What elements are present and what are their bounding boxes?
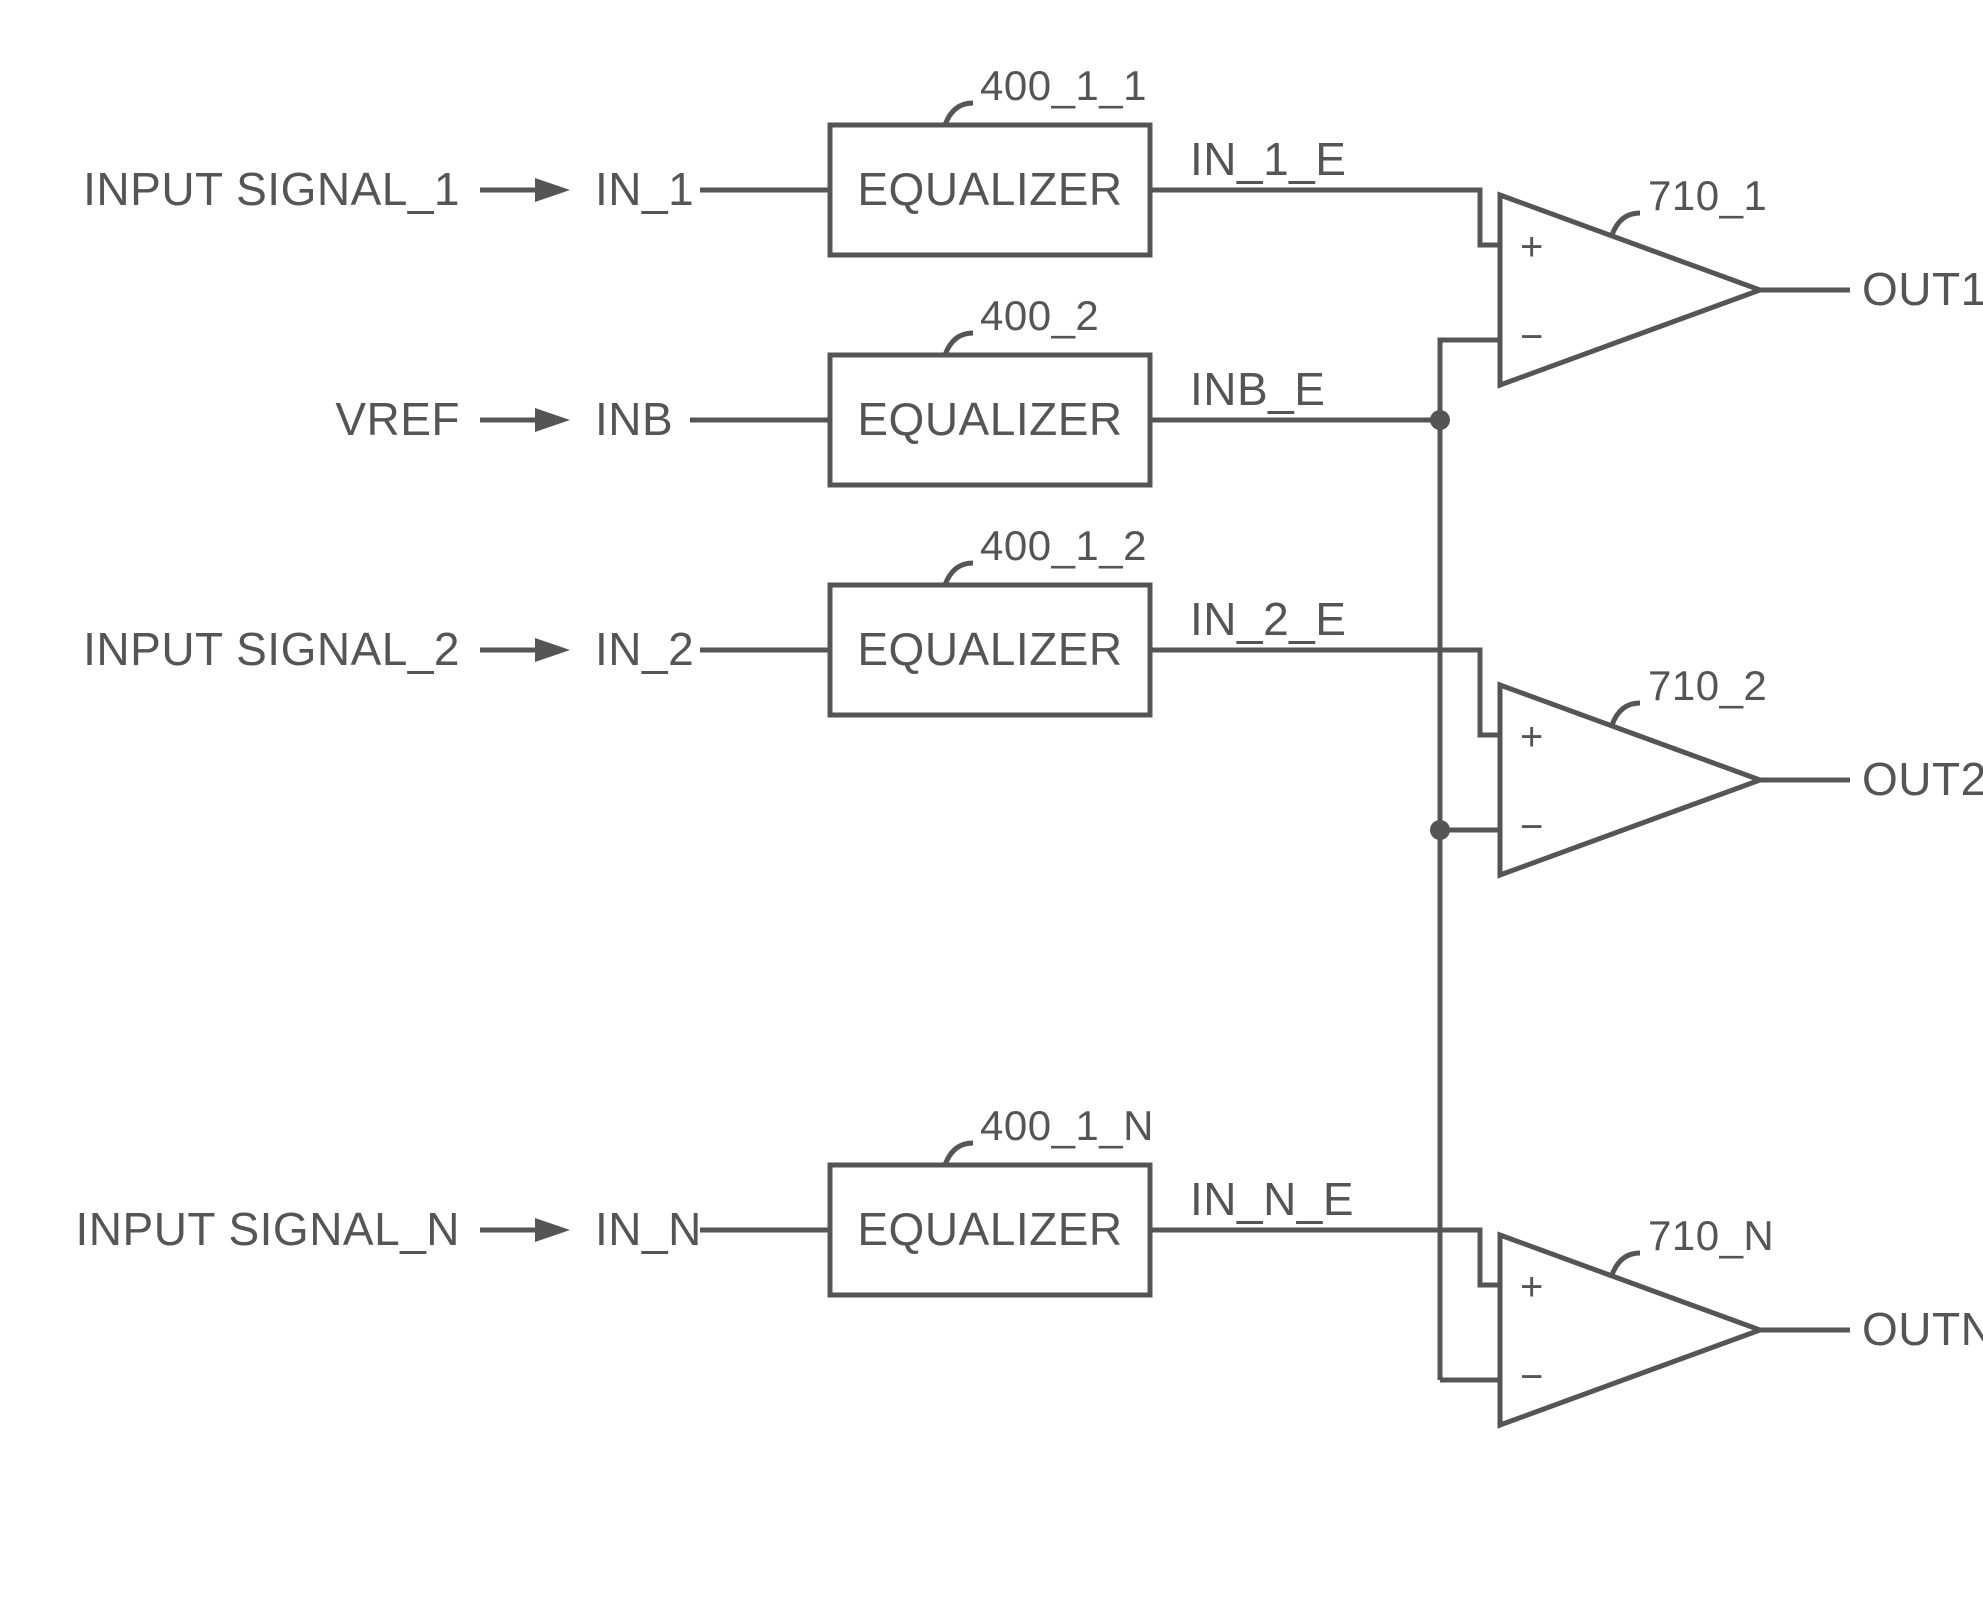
equalizer-1-ref: 400_1_1: [980, 62, 1147, 109]
equalizer-2-label: EQUALIZER: [857, 393, 1122, 445]
outn-label: OUTN: [1862, 1303, 1983, 1355]
eq-out-n: IN_N_E: [1190, 1173, 1354, 1225]
pin-in-2: IN_2: [595, 623, 694, 675]
input-signal-n-label: INPUT SIGNAL_N: [76, 1203, 460, 1255]
eq-out-inb: INB_E: [1190, 363, 1325, 415]
comparator-1-ref: 710_1: [1648, 172, 1767, 219]
comparator-n-plus: +: [1520, 1265, 1544, 1309]
pin-in-1: IN_1: [595, 163, 694, 215]
comparator-1-plus: +: [1520, 225, 1544, 269]
equalizer-3-label: EQUALIZER: [857, 623, 1122, 675]
equalizer-n-label: EQUALIZER: [857, 1203, 1122, 1255]
comparator-2-ref: 710_2: [1648, 662, 1767, 709]
vref-label: VREF: [335, 393, 460, 445]
eq-out-1: IN_1_E: [1190, 133, 1346, 185]
comparator-2-plus: +: [1520, 715, 1544, 759]
comparator-n-minus: −: [1520, 1355, 1544, 1399]
equalizer-n-ref: 400_1_N: [980, 1102, 1154, 1149]
circuit-diagram: INPUT SIGNAL_1 IN_1 EQUALIZER 400_1_1 IN…: [0, 0, 1983, 1602]
eq-out-2: IN_2_E: [1190, 593, 1346, 645]
out2-label: OUT2: [1862, 753, 1983, 805]
pin-in-n: IN_N: [595, 1203, 702, 1255]
comparator-2-minus: −: [1520, 805, 1544, 849]
equalizer-2-ref: 400_2: [980, 292, 1099, 339]
equalizer-1-label: EQUALIZER: [857, 163, 1122, 215]
input-signal-1-label: INPUT SIGNAL_1: [83, 163, 460, 215]
comparator-n-ref: 710_N: [1648, 1212, 1774, 1259]
comparator-1-minus: −: [1520, 315, 1544, 359]
out1-label: OUT1: [1862, 263, 1983, 315]
input-signal-2-label: INPUT SIGNAL_2: [83, 623, 460, 675]
equalizer-3-ref: 400_1_2: [980, 522, 1147, 569]
pin-inb: INB: [595, 393, 673, 445]
